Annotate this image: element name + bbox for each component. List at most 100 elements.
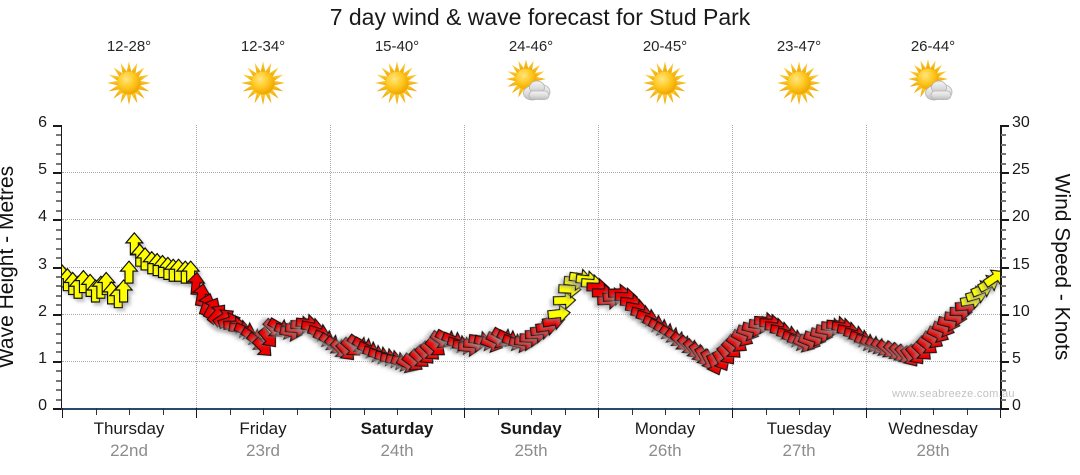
tick-minor-wind-speed [1001,257,1006,260]
tick-wind-speed [1001,172,1009,175]
tick-minor-wave-height [56,285,61,288]
tick-wave-height [53,219,61,222]
time-axis-tick-major [62,408,63,418]
tick-minor-wind-speed [1001,247,1006,250]
time-axis-tick-major [732,408,733,418]
day-name: Saturday [360,419,434,438]
tick-label-wave-height: 1 [38,349,47,367]
day-footer-thursday: Thursday 22nd [62,418,196,462]
tick-label-wind-speed: 0 [1012,397,1021,414]
day-date: 25th [514,441,548,460]
time-axis-tick-minor [899,408,901,415]
gridline-horizontal [62,266,1000,268]
tick-minor-wave-height [56,257,61,260]
tick-minor-wind-speed [1001,153,1006,156]
sun-icon [205,60,321,106]
time-axis-tick-major [196,408,197,418]
tick-minor-wave-height [56,323,61,326]
day-date: 24th [380,441,414,460]
tick-minor-wave-height [56,181,61,184]
wind-speed-axis-title: Wind Speed - Knots [1050,173,1074,361]
temperature-range: 24-46° [508,38,554,55]
tick-minor-wave-height [56,275,61,278]
tick-minor-wind-speed [1001,304,1006,307]
temperature-range: 20-45° [642,38,688,55]
gridline-day-separator [464,125,465,408]
time-axis-tick-major [866,408,867,418]
time-axis-tick-minor [95,408,97,415]
tick-wave-height [53,266,61,269]
tick-minor-wind-speed [1001,238,1006,241]
time-axis-tick-minor [933,408,934,415]
time-axis-tick-minor [564,408,566,415]
wind-arrow [982,269,1000,289]
tick-minor-wind-speed [1001,370,1006,373]
time-axis-tick-minor [162,408,164,415]
gridline-horizontal [62,360,1000,362]
tick-wave-height [53,172,61,175]
tick-minor-wave-height [56,304,61,307]
tick-minor-wind-speed [1001,275,1006,278]
sun-icon [741,60,857,106]
tick-label-wave-height: 3 [38,255,47,273]
day-date: 23rd [245,441,281,460]
tick-wave-height [53,360,61,363]
day-footer-monday: Monday 26th [598,418,732,462]
tick-minor-wave-height [56,209,61,212]
sun-icon [607,60,723,106]
day-header-sunday: 24-46° [473,38,589,106]
tick-label-wind-speed: 20 [1012,208,1030,226]
gridline-day-separator [330,125,331,408]
day-footer-tuesday: Tuesday 27th [732,418,866,462]
wind-arrow [119,260,139,284]
tick-minor-wave-height [56,379,61,382]
time-axis-tick-minor [497,408,499,415]
tick-minor-wind-speed [1001,162,1006,165]
tick-minor-wind-speed [1001,200,1006,203]
wind-arrow [96,271,117,296]
time-axis-tick-minor [129,408,130,415]
day-name: Wednesday [888,419,978,438]
page-title: 7 day wind & wave forecast for Stud Park [329,4,751,30]
time-axis-tick-minor [229,408,231,415]
tick-wind-speed [1001,408,1009,410]
day-footer-friday: Friday 23rd [196,418,330,462]
time-axis-tick-minor [832,408,834,415]
tick-wind-speed [1001,360,1009,363]
time-axis-tick-minor [430,408,432,415]
tick-label-wind-speed: 30 [1012,114,1030,131]
tick-minor-wind-speed [1001,134,1006,137]
time-axis-tick-minor [799,408,800,415]
tick-minor-wave-height [56,162,61,165]
tick-label-wave-height: 5 [38,161,47,179]
wind-arrow [186,271,206,296]
tick-wind-speed [1001,125,1009,127]
tick-minor-wave-height [56,200,61,203]
gridline-day-separator [732,125,733,408]
gridline-horizontal [62,313,1000,315]
tick-minor-wave-height [56,134,61,137]
wind-arrow [180,260,201,284]
day-header-wednesday: 26-44° [875,38,991,106]
tick-minor-wind-speed [1001,389,1006,392]
tick-minor-wind-speed [1001,191,1006,194]
day-header-friday: 12-34° [205,38,321,106]
tick-wind-speed [1001,266,1009,269]
tick-wind-speed [1001,313,1009,316]
tick-minor-wind-speed [1001,143,1006,146]
tick-minor-wind-speed [1001,323,1006,326]
day-footer-sunday: Sunday 25th [464,418,598,462]
tick-minor-wave-height [56,341,61,344]
tick-minor-wind-speed [1001,209,1006,212]
tick-minor-wind-speed [1001,294,1006,297]
day-footer-wednesday: Wednesday 28th [866,418,1000,462]
tick-minor-wave-height [56,370,61,373]
day-header-saturday: 15-40° [339,38,455,106]
tick-minor-wave-height [56,389,61,392]
time-axis-tick-minor [698,408,700,415]
tick-minor-wind-speed [1001,379,1006,382]
tick-minor-wave-height [56,143,61,146]
day-name: Tuesday [766,419,832,438]
tick-minor-wind-speed [1001,351,1006,354]
time-axis-tick-minor [765,408,767,415]
